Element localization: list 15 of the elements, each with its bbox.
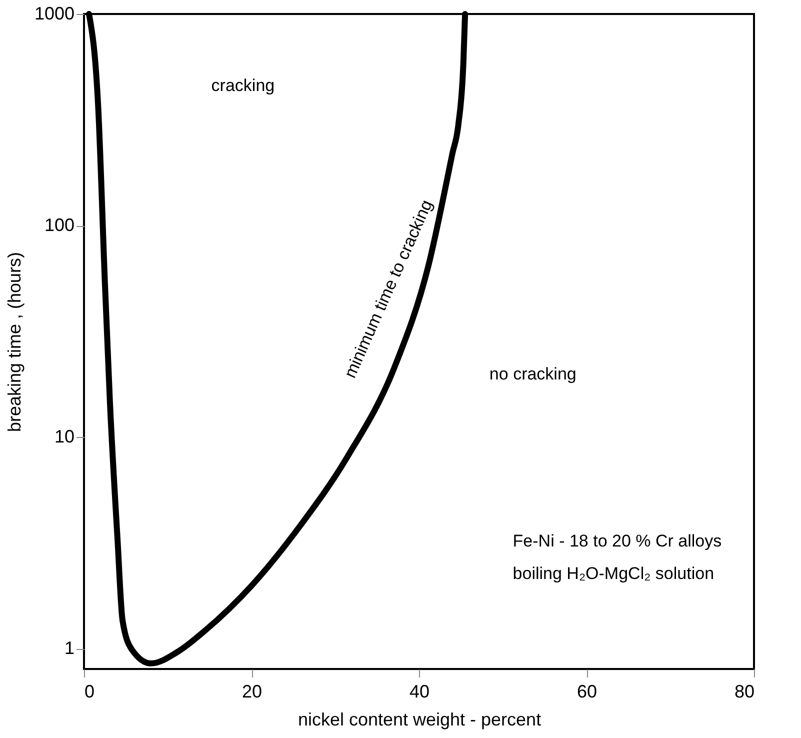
x-axis-title: nickel content weight - percent <box>298 710 542 730</box>
annotation: boiling H₂O-MgCl₂ solution <box>512 564 714 584</box>
y-tick-label: 100 <box>44 215 74 235</box>
x-tick-label: 0 <box>84 682 95 702</box>
y-tick-label: 1000 <box>34 4 74 24</box>
annotation: Fe-Ni - 18 to 20 % Cr alloys <box>512 531 722 550</box>
annotation: cracking <box>211 76 275 96</box>
x-tick-label: 80 <box>734 682 754 702</box>
y-tick-label: 10 <box>54 426 74 446</box>
x-tick-label: 60 <box>576 682 598 702</box>
x-tick-label: 40 <box>409 682 430 702</box>
annotation: no cracking <box>489 364 576 384</box>
y-axis-title: breaking time , (hours) <box>4 252 24 432</box>
x-tick-label: 20 <box>242 682 262 702</box>
y-tick-label: 1 <box>64 638 74 658</box>
